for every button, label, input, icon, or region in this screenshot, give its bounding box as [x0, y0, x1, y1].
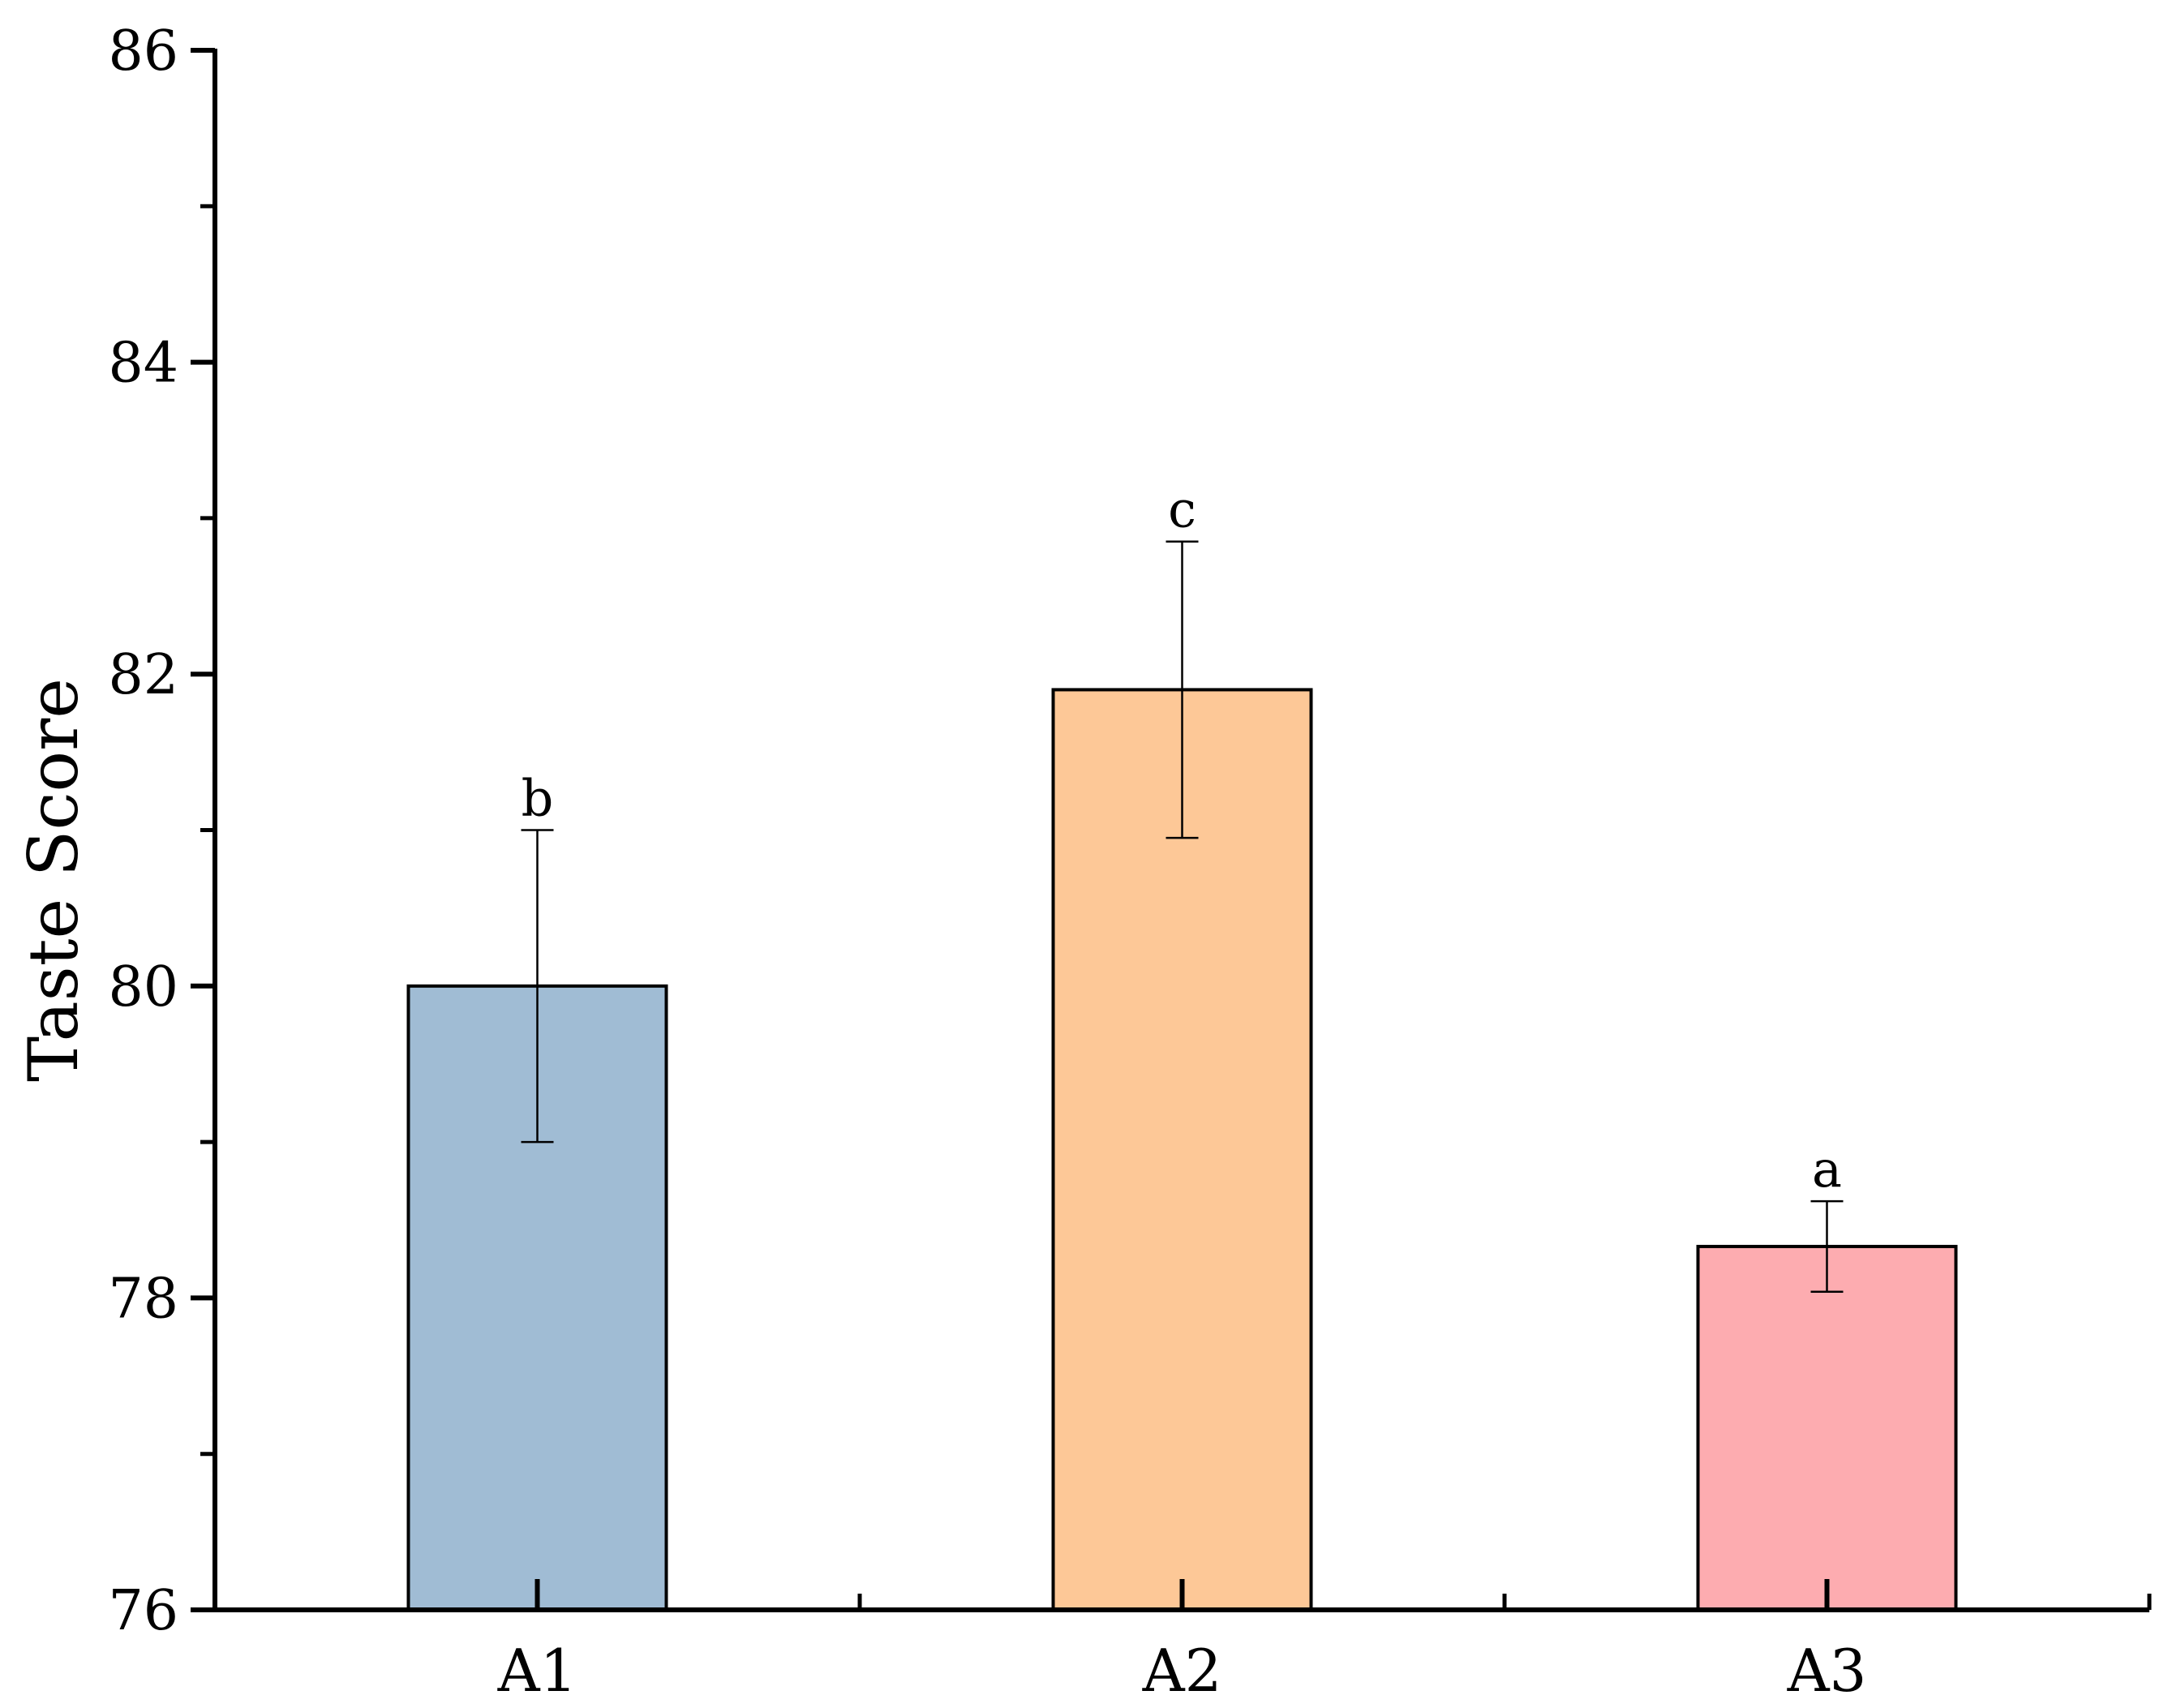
y-tick-label-80: 80 [108, 955, 178, 1019]
y-tick-label-82: 82 [108, 643, 178, 707]
significance-label-a1: b [522, 769, 554, 828]
error-bar-a1 [521, 829, 554, 1144]
y-tick-label-78: 78 [108, 1267, 178, 1331]
y-tick-label-86: 86 [108, 19, 178, 84]
error-bar-a2 [1166, 540, 1199, 839]
x-tick-label-a3: A3 [1787, 1637, 1867, 1705]
error-bar-a3 [1810, 1199, 1844, 1293]
error-bars-layer [521, 540, 1844, 1293]
axes-layer [191, 48, 2152, 1612]
significance-label-a2: c [1168, 480, 1196, 539]
x-tick-label-a2: A2 [1142, 1637, 1222, 1705]
x-tick-label-a1: A1 [497, 1637, 577, 1705]
y-axis-title: Taste Score [14, 678, 93, 1082]
bar-a2 [1051, 688, 1313, 1611]
labels-layer: b c a 76 78 80 82 84 86 A1 A2 A3 [108, 19, 1866, 1705]
y-tick-label-84: 84 [108, 332, 178, 396]
bar-a3 [1696, 1244, 1958, 1612]
significance-label-a3: a [1812, 1139, 1842, 1199]
y-tick-label-76: 76 [108, 1579, 178, 1643]
